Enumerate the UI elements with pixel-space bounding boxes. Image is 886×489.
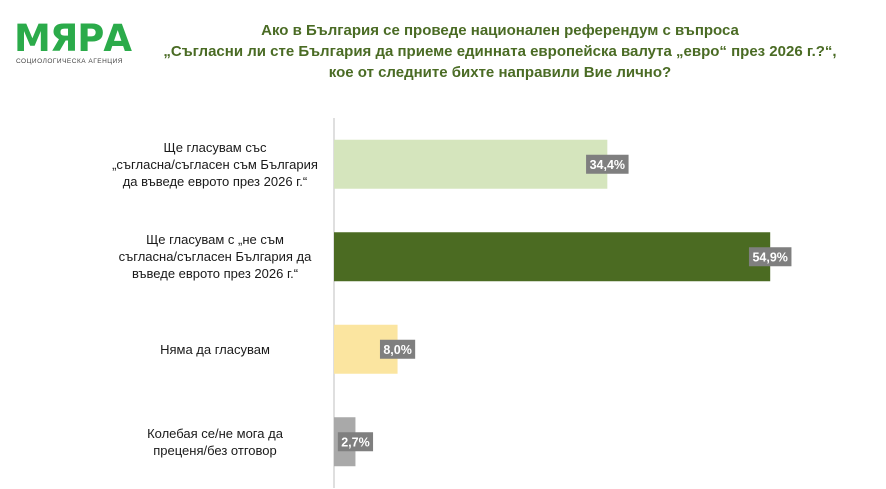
category-label-2-line-1: Ще гласувам с „не съм (146, 232, 284, 248)
category-label-2-line-3: въведе еврото през 2026 г.“ (131, 266, 299, 282)
logo-subtitle: СОЦИОЛОГИЧЕСКА АГЕНЦИЯ (16, 58, 123, 65)
data-label-box-4 (337, 432, 374, 452)
category-label-2: Ще гласувам с „не съм съгласна/съгласен Б… (95, 231, 335, 282)
bar-1 (334, 139, 608, 189)
category-label-1-line-2: „съгласна/съгласен съм България (112, 156, 318, 172)
chart-title-line-1: Ако в България се проведе национален реф… (261, 22, 739, 39)
bar-2 (334, 232, 771, 282)
category-label-3: Няма да гласувам (95, 341, 335, 358)
data-label-4: 2,7% (341, 435, 370, 449)
logo-wordmark: МЯРА (14, 17, 132, 60)
data-label-1: 34,4% (590, 158, 625, 172)
chart-title-line-3: кое от следните бихте направили Вие личн… (328, 64, 672, 81)
chart-title: Ако в България се проведе национален реф… (140, 20, 860, 83)
data-label-3: 8,0% (383, 343, 412, 357)
data-label-box-2 (748, 247, 792, 267)
category-label-4: Колебая се/не мога да преценя/без отговор (95, 425, 335, 459)
category-label-4-line-2: преценя/без отговор (153, 442, 277, 458)
category-label-1-line-1: Ще гласувам със (163, 139, 267, 155)
data-label-2: 54,9% (752, 250, 787, 264)
category-label-2-line-2: съгласна/съгласен България да (118, 249, 312, 265)
chart-title-line-2: „Съгласни ли сте България да приеме един… (163, 43, 837, 60)
logo: МЯРА СОЦИОЛОГИЧЕСКА АГЕНЦИЯ (14, 18, 134, 68)
category-label-4-line-1: Колебая се/не мога да (147, 425, 283, 441)
data-label-box-1 (586, 154, 629, 174)
category-label-3-line-1: Няма да гласувам (160, 341, 270, 357)
data-label-box-3 (379, 339, 416, 359)
category-label-1-line-3: да въведе еврото през 2026 г.“ (122, 173, 308, 189)
category-label-1: Ще гласувам със „съгласна/съгласен съм Бъ… (95, 139, 335, 190)
